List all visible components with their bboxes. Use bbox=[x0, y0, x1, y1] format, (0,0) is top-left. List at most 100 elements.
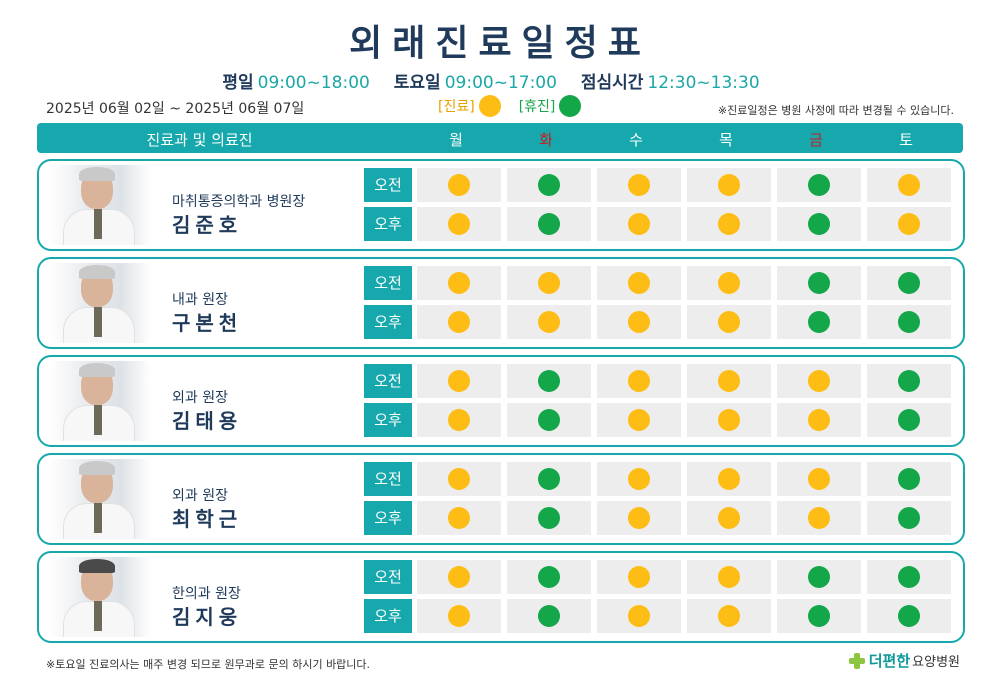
doctor-photo bbox=[49, 263, 151, 343]
open-dot-icon bbox=[628, 566, 650, 588]
schedule-cell bbox=[597, 403, 681, 437]
doctor-card: 외과 원장 최학근 오전 오후 bbox=[37, 453, 965, 545]
schedule-cell bbox=[417, 560, 501, 594]
open-dot-icon bbox=[808, 507, 830, 529]
open-dot-icon bbox=[808, 370, 830, 392]
closed-dot-icon bbox=[808, 272, 830, 294]
legend-open-label: [진료] bbox=[438, 99, 475, 115]
open-dot-icon bbox=[448, 213, 470, 235]
open-dot-icon bbox=[628, 370, 650, 392]
open-dot-icon bbox=[628, 468, 650, 490]
closed-dot-icon bbox=[538, 174, 560, 196]
open-dot-icon bbox=[628, 605, 650, 627]
closed-dot-icon bbox=[898, 311, 920, 333]
session-afternoon: 오후 bbox=[364, 305, 412, 339]
schedule-cell bbox=[777, 560, 861, 594]
schedule-cell bbox=[417, 501, 501, 535]
schedule-cell bbox=[687, 599, 771, 633]
open-dot-icon bbox=[808, 409, 830, 431]
schedule-cell bbox=[687, 501, 771, 535]
doctor-department: 외과 원장 bbox=[172, 488, 228, 504]
closed-dot-icon bbox=[538, 566, 560, 588]
schedule-cell bbox=[867, 266, 951, 300]
schedule-cell bbox=[867, 168, 951, 202]
closed-dot-icon bbox=[898, 468, 920, 490]
schedule-cell bbox=[417, 168, 501, 202]
schedule-cell bbox=[777, 305, 861, 339]
session-afternoon: 오후 bbox=[364, 501, 412, 535]
open-dot-icon bbox=[448, 605, 470, 627]
session-morning: 오전 bbox=[364, 168, 412, 202]
session-morning: 오전 bbox=[364, 462, 412, 496]
closed-dot-icon bbox=[898, 272, 920, 294]
header-day: 토 bbox=[899, 131, 913, 149]
open-dot-icon bbox=[448, 311, 470, 333]
doctor-department: 마취통증의학과 병원장 bbox=[172, 194, 306, 210]
schedule-cell bbox=[777, 403, 861, 437]
saturday-label: 토요일 bbox=[393, 73, 441, 93]
logo-brand: 더편한 bbox=[868, 652, 911, 670]
doctor-name: 김태용 bbox=[172, 409, 243, 433]
schedule-cell bbox=[867, 501, 951, 535]
schedule-cell bbox=[777, 364, 861, 398]
open-dot-icon bbox=[448, 370, 470, 392]
lunch-hours: 12:30~13:30 bbox=[647, 73, 760, 93]
schedule-cell bbox=[777, 501, 861, 535]
closed-dot-icon bbox=[808, 311, 830, 333]
schedule-cell bbox=[867, 403, 951, 437]
session-morning: 오전 bbox=[364, 266, 412, 300]
schedule-cell bbox=[597, 501, 681, 535]
schedule-cell bbox=[597, 266, 681, 300]
schedule-cell bbox=[687, 462, 771, 496]
schedule-cell bbox=[597, 462, 681, 496]
closed-dot-icon bbox=[538, 213, 560, 235]
closed-dot-icon bbox=[898, 409, 920, 431]
schedule-cell bbox=[507, 364, 591, 398]
closed-dot-icon bbox=[898, 605, 920, 627]
open-dot-icon bbox=[628, 409, 650, 431]
schedule-header: 진료과 및 의료진 월 화 수 목 금 토 bbox=[37, 123, 963, 153]
open-dot-icon bbox=[448, 468, 470, 490]
schedule-cell bbox=[687, 403, 771, 437]
open-dot-icon bbox=[448, 566, 470, 588]
header-day: 목 bbox=[719, 131, 733, 149]
header-day: 수 bbox=[629, 131, 643, 149]
doctor-card: 마취통증의학과 병원장 김준호 오전 오후 bbox=[37, 159, 965, 251]
schedule-cell bbox=[507, 501, 591, 535]
schedule-cell bbox=[687, 560, 771, 594]
doctor-card: 외과 원장 김태용 오전 오후 bbox=[37, 355, 965, 447]
session-morning: 오전 bbox=[364, 364, 412, 398]
schedule-cell bbox=[417, 462, 501, 496]
legend-open: [진료] bbox=[438, 95, 501, 117]
hospital-logo: 더편한 요양병원 bbox=[848, 650, 960, 671]
open-dot-icon bbox=[718, 409, 740, 431]
open-dot-icon bbox=[718, 272, 740, 294]
schedule-cell bbox=[597, 560, 681, 594]
closed-dot-icon bbox=[559, 95, 582, 117]
closed-dot-icon bbox=[898, 370, 920, 392]
schedule-cell bbox=[507, 305, 591, 339]
schedule-cell bbox=[867, 599, 951, 633]
open-dot-icon bbox=[448, 409, 470, 431]
hours-info: 평일 09:00~18:00 토요일 09:00~17:00 점심시간 12:30~1… bbox=[0, 68, 1000, 93]
closed-dot-icon bbox=[898, 566, 920, 588]
schedule-cell bbox=[867, 305, 951, 339]
schedule-cell bbox=[777, 599, 861, 633]
schedule-cell bbox=[777, 207, 861, 241]
schedule-cell bbox=[417, 364, 501, 398]
open-dot-icon bbox=[628, 311, 650, 333]
closed-dot-icon bbox=[898, 507, 920, 529]
schedule-cell bbox=[507, 599, 591, 633]
doctor-card: 한의과 원장 김지웅 오전 오후 bbox=[37, 551, 965, 643]
doctor-name: 구본천 bbox=[172, 311, 243, 335]
schedule-cell bbox=[867, 364, 951, 398]
open-dot-icon bbox=[808, 468, 830, 490]
weekday-label: 평일 bbox=[222, 73, 254, 93]
open-dot-icon bbox=[628, 174, 650, 196]
open-dot-icon bbox=[718, 174, 740, 196]
schedule-cell bbox=[417, 305, 501, 339]
schedule-cell bbox=[507, 207, 591, 241]
doctor-name: 김준호 bbox=[172, 213, 243, 237]
closed-dot-icon bbox=[538, 370, 560, 392]
closed-dot-icon bbox=[808, 174, 830, 196]
